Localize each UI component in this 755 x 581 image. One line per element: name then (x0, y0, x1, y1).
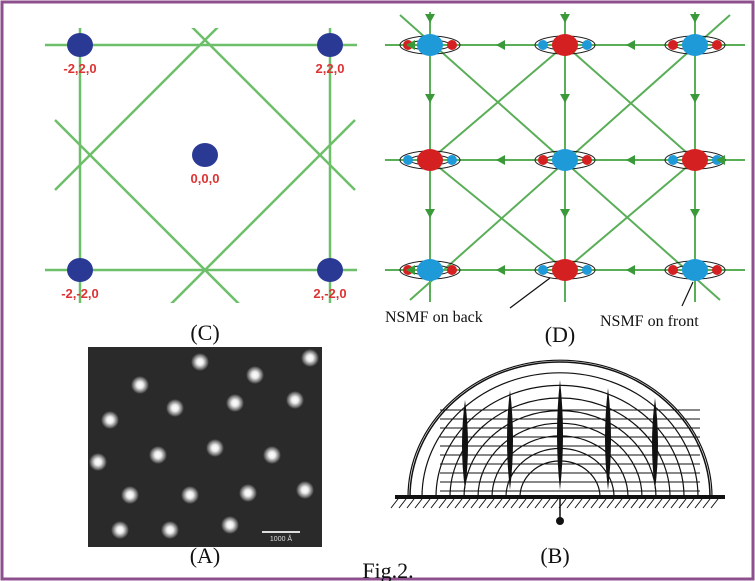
spot (111, 521, 129, 539)
node-side (668, 40, 678, 50)
lattice-point (317, 258, 343, 282)
spot (149, 446, 167, 464)
panel-label: (A) (190, 543, 221, 568)
node-side (712, 40, 722, 50)
spot (89, 453, 107, 471)
spot (246, 366, 264, 384)
spot (301, 349, 319, 367)
spot (226, 394, 244, 412)
point-label: -2,2,0 (63, 61, 96, 76)
spot (191, 353, 209, 371)
node-side (582, 40, 592, 50)
node-side (447, 40, 457, 50)
annotation: NSMF on back (385, 309, 483, 326)
node-side (668, 155, 678, 165)
node-side (538, 265, 548, 275)
node-side (538, 40, 548, 50)
node (552, 34, 578, 56)
node (552, 259, 578, 281)
spot (181, 486, 199, 504)
spot (296, 481, 314, 499)
lattice-point (192, 143, 218, 167)
point-label: 2,-2,0 (313, 286, 346, 301)
node (417, 34, 443, 56)
figure: -2,2,0 2,2,0 0,0,0 -2,-2,0 2,-2,0 (C) NSMF o… (0, 0, 755, 581)
caption: Fig.2. (362, 558, 413, 581)
node (552, 149, 578, 171)
node-side (668, 265, 678, 275)
panel-label: (B) (540, 543, 569, 568)
spot (206, 439, 224, 457)
spot (286, 391, 304, 409)
lattice-point (317, 33, 343, 57)
point-label: -2,-2,0 (61, 286, 99, 301)
scale-label: 1000 Å (270, 534, 293, 543)
node-side (582, 265, 592, 275)
node-side (582, 155, 592, 165)
lattice-point (67, 258, 93, 282)
node-side (712, 265, 722, 275)
spot (239, 484, 257, 502)
spot (101, 411, 119, 429)
node-side (447, 155, 457, 165)
node (682, 149, 708, 171)
spot (263, 446, 281, 464)
panel-label: (C) (190, 320, 219, 345)
node (417, 259, 443, 281)
node (682, 34, 708, 56)
point-label: 0,0,0 (191, 171, 220, 186)
node-side (447, 265, 457, 275)
panel-label: (D) (545, 322, 576, 347)
node-side (403, 155, 413, 165)
spot (221, 516, 239, 534)
node (417, 149, 443, 171)
annotation: NSMF on front (600, 313, 699, 330)
point-label: 2,2,0 (316, 61, 345, 76)
node-side (538, 155, 548, 165)
spot (121, 486, 139, 504)
spot (166, 399, 184, 417)
spot (131, 376, 149, 394)
micrograph (88, 347, 322, 547)
panel-a: 1000 Å (A) (88, 347, 322, 568)
lattice-point (67, 33, 93, 57)
node (682, 259, 708, 281)
spot (161, 521, 179, 539)
